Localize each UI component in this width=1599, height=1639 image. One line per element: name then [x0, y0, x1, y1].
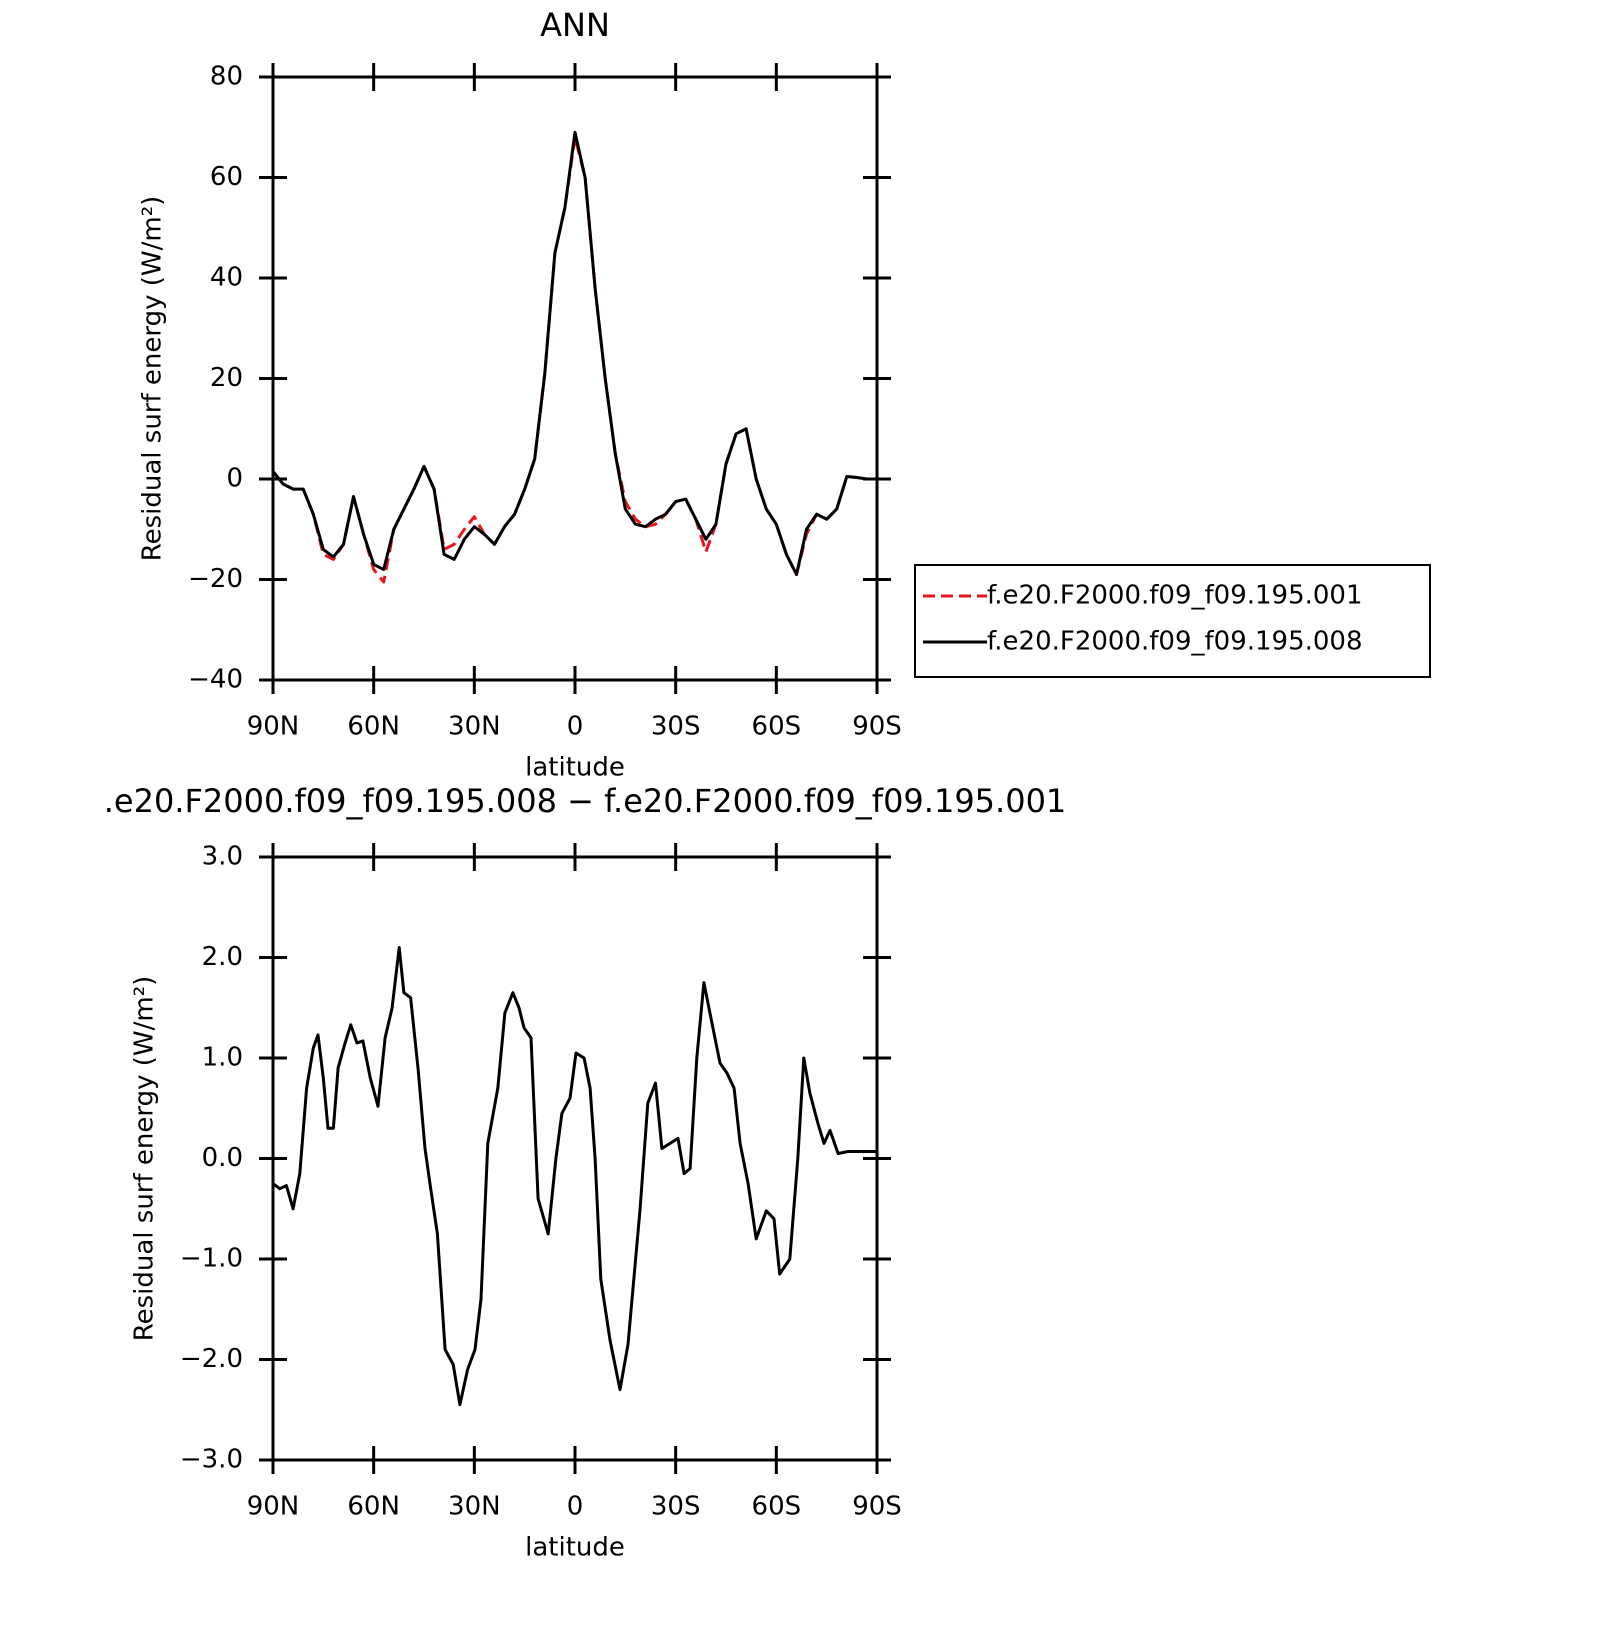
data-line	[272, 946, 877, 1407]
legend-box	[914, 564, 1431, 678]
data-line	[271, 130, 877, 576]
x-axis-label: latitude	[525, 753, 625, 783]
y-tick-label: 3.0	[202, 842, 243, 872]
y-tick-label: 1.0	[202, 1043, 243, 1073]
chart-title: .e20.F2000.f09_f09.195.008 − f.e20.F2000…	[104, 782, 1067, 820]
legend-label: f.e20.F2000.f09_f09.195.001	[987, 581, 1363, 611]
data-line	[271, 135, 877, 584]
y-axis-label: Residual surf energy (W/m²)	[138, 196, 168, 562]
x-tick-label: 60S	[752, 1492, 802, 1522]
y-tick-label: −1.0	[180, 1244, 243, 1274]
y-tick-label: 40	[210, 263, 243, 293]
x-tick-label: 90N	[247, 1492, 300, 1522]
x-tick-label: 90N	[247, 712, 300, 742]
y-axis-label: Residual surf energy (W/m²)	[130, 976, 160, 1342]
y-tick-label: −20	[188, 564, 243, 594]
legend-label: f.e20.F2000.f09_f09.195.008	[987, 627, 1363, 657]
x-tick-label: 30N	[448, 1492, 501, 1522]
x-tick-label: 0	[567, 712, 584, 742]
x-tick-label: 60S	[752, 712, 802, 742]
y-tick-label: −40	[188, 665, 243, 695]
y-tick-label: 20	[210, 363, 243, 393]
y-tick-label: −3.0	[180, 1445, 243, 1475]
x-tick-label: 90S	[852, 1492, 902, 1522]
plot-frame	[271, 75, 879, 682]
x-tick-label: 60N	[347, 1492, 400, 1522]
y-tick-label: −2.0	[180, 1344, 243, 1374]
x-tick-label: 60N	[347, 712, 400, 742]
y-tick-label: 80	[210, 62, 243, 92]
x-tick-label: 30S	[651, 712, 701, 742]
chart-title: ANN	[540, 6, 610, 44]
x-tick-label: 30S	[651, 1492, 701, 1522]
y-tick-label: 0	[226, 464, 243, 494]
x-tick-label: 90S	[852, 712, 902, 742]
y-tick-label: 2.0	[202, 942, 243, 972]
x-axis-label: latitude	[525, 1533, 625, 1563]
x-tick-label: 30N	[448, 712, 501, 742]
x-tick-label: 0	[567, 1492, 584, 1522]
y-tick-label: 60	[210, 162, 243, 192]
y-tick-label: 0.0	[202, 1143, 243, 1173]
plot-frame	[271, 855, 879, 1462]
